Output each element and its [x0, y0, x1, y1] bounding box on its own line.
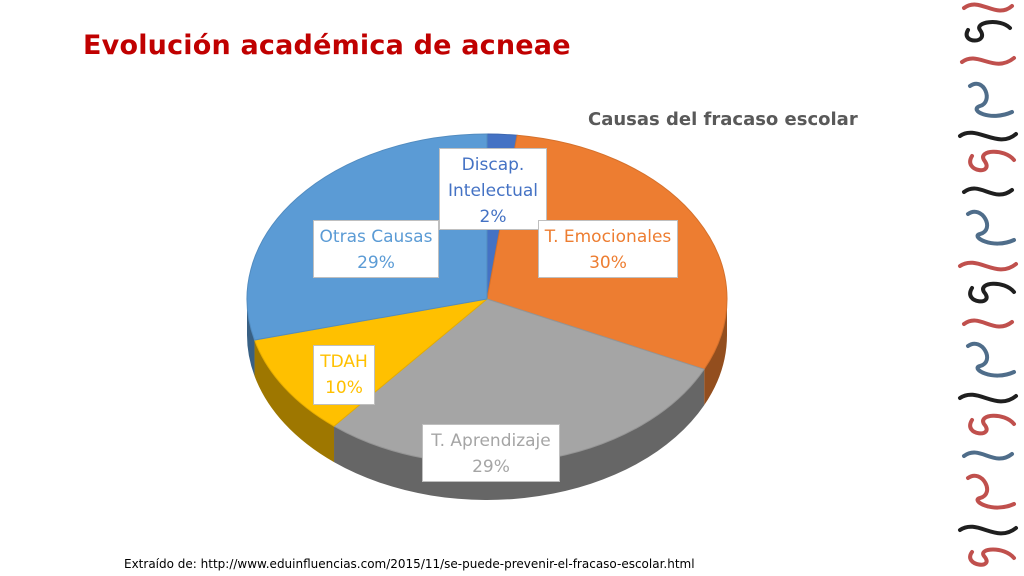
slice-name-emocionales: T. Emocionales: [544, 227, 672, 247]
slice-name-otras: Otras Causas: [319, 227, 433, 247]
slice-value-emocionales: 30%: [589, 253, 627, 273]
pie-side-otras-causas: [247, 299, 255, 377]
slice-value-discap: 2%: [479, 207, 507, 227]
chart-title: Causas del fracaso escolar: [588, 109, 858, 130]
label-discap-intelectual: Discap. Intelectual 2%: [439, 148, 547, 230]
slice-value-tdah: 10%: [325, 378, 363, 398]
label-tdah: TDAH 10%: [313, 345, 375, 405]
slice-name-aprendizaje: T. Aprendizaje: [431, 431, 551, 451]
slice-name-discap: Discap. Intelectual: [447, 155, 539, 201]
label-otras-causas: Otras Causas 29%: [313, 220, 439, 278]
slide-title: Evolución académica de acneae: [83, 30, 571, 61]
slice-value-aprendizaje: 29%: [472, 457, 510, 477]
slice-name-tdah: TDAH: [320, 352, 368, 372]
pie-chart: [246, 133, 728, 500]
label-t-aprendizaje: T. Aprendizaje 29%: [422, 424, 560, 482]
label-t-emocionales: T. Emocionales 30%: [538, 220, 678, 278]
pie-side-t-emocionales: [704, 299, 727, 406]
slice-value-otras: 29%: [357, 253, 395, 273]
decorative-squiggle-border: [958, 2, 1018, 567]
source-citation: Extraído de: http://www.eduinfluencias.c…: [124, 557, 695, 571]
pie-side-tdah: [254, 340, 335, 463]
